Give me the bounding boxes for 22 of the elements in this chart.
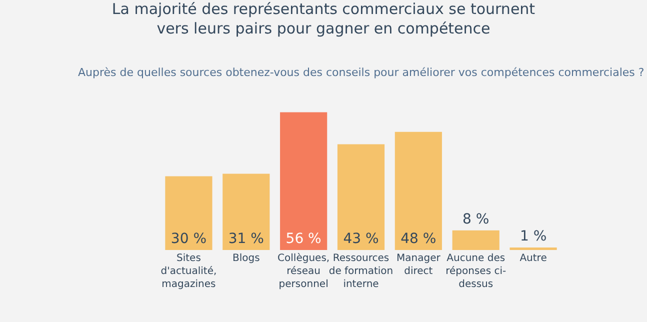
bar: [165, 176, 212, 250]
x-tick-label: Autre: [520, 253, 547, 264]
data-label: 8 %: [462, 211, 490, 228]
data-label: 48 %: [400, 231, 436, 247]
x-tick-label: Collègues, réseau personnel: [278, 253, 330, 290]
bar: [337, 144, 385, 250]
x-tick-label: Blogs: [232, 253, 260, 264]
data-label: 1 %: [520, 228, 547, 245]
x-tick-label: Aucune des réponses ci-dessus: [446, 253, 506, 290]
x-tick-label: Sites d'actualité, magazines: [160, 253, 217, 290]
chart-title: La majorité des représentants commerciaux se tournent vers leurs pairs pour gagner en compétence: [112, 0, 536, 38]
chart-subtitle: Auprès de quelles sources obtenez-vous des conseils pour améliorer vos compétences commerciales ?: [78, 66, 644, 79]
data-label: 30 %: [170, 231, 207, 247]
x-tick-label: Manager direct: [396, 253, 442, 277]
x-tick-label: Ressources de formation interne: [328, 253, 394, 290]
bar: [280, 112, 328, 250]
data-label: 31 %: [228, 231, 264, 247]
bar: [222, 174, 270, 250]
bar: [394, 132, 442, 250]
bar: [452, 230, 500, 250]
data-label: 56 %: [286, 231, 322, 247]
data-label: 43 %: [343, 231, 379, 247]
